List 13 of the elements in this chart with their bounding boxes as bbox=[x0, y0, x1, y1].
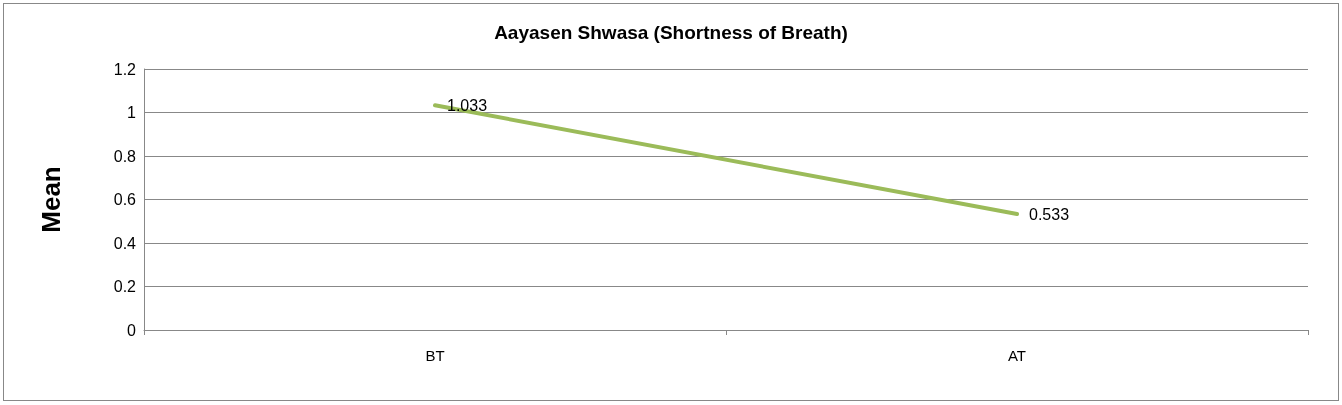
y-tick-label: 0.2 bbox=[113, 278, 137, 295]
x-tick-label: AT bbox=[1007, 347, 1027, 364]
chart-title: Aayasen Shwasa (Shortness of Breath) bbox=[494, 22, 848, 43]
y-tick-label: 0.6 bbox=[113, 191, 137, 208]
y-tick-label: 0.8 bbox=[113, 147, 137, 165]
data-label: 1.033 bbox=[447, 96, 488, 114]
y-tick-label: 0 bbox=[127, 321, 137, 339]
y-axis-title: Mean bbox=[36, 166, 66, 233]
x-tick-label: BT bbox=[425, 347, 445, 364]
data-label: 0.533 bbox=[1029, 205, 1070, 223]
y-tick-label: 1.2 bbox=[113, 60, 137, 78]
y-tick-label: 0.4 bbox=[113, 234, 137, 252]
y-tick-label: 1 bbox=[127, 104, 137, 121]
